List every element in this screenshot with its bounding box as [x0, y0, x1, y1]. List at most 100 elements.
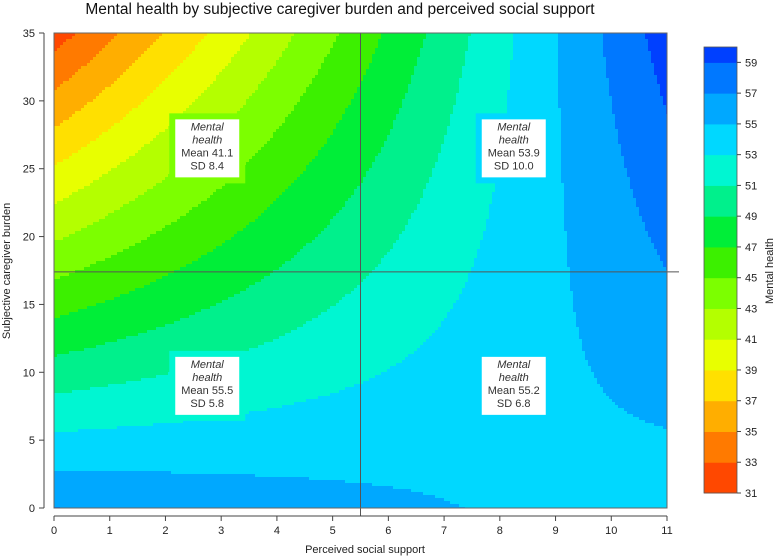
contour-cell — [498, 39, 502, 43]
contour-cell — [510, 102, 514, 106]
contour-cell — [153, 36, 157, 40]
contour-cell — [435, 54, 439, 58]
contour-cell — [126, 57, 130, 61]
contour-cell — [420, 99, 424, 103]
contour-cell — [606, 66, 610, 70]
contour-cell — [216, 45, 220, 49]
contour-cell — [552, 57, 556, 61]
contour-cell — [138, 48, 142, 52]
contour-cell — [591, 102, 595, 106]
contour-cell — [171, 57, 175, 61]
contour-cell — [339, 54, 343, 58]
contour-cell — [543, 90, 547, 94]
contour-cell — [195, 96, 199, 100]
contour-cell — [189, 78, 193, 82]
contour-cell — [582, 54, 586, 58]
contour-cell — [75, 93, 79, 97]
contour-cell — [612, 63, 616, 67]
contour-cell — [435, 45, 439, 49]
contour-cell — [552, 66, 556, 70]
contour-cell — [483, 75, 487, 79]
contour-cell — [627, 99, 631, 103]
contour-cell — [495, 87, 499, 91]
contour-cell — [453, 33, 457, 37]
contour-cell — [390, 36, 394, 40]
contour-cell — [78, 75, 82, 79]
contour-cell — [612, 102, 616, 106]
contour-cell — [117, 102, 121, 106]
contour-cell — [63, 99, 67, 103]
contour-cell — [252, 78, 256, 82]
contour-cell — [369, 54, 373, 58]
contour-cell — [366, 96, 370, 100]
contour-cell — [147, 39, 151, 43]
contour-cell — [474, 78, 478, 82]
contour-cell — [519, 84, 523, 88]
contour-cell — [195, 102, 199, 106]
contour-cell — [540, 75, 544, 79]
contour-cell — [462, 57, 466, 61]
contour-cell — [462, 48, 466, 52]
contour-cell — [240, 36, 244, 40]
contour-cell — [99, 69, 103, 73]
contour-cell — [261, 105, 265, 109]
contour-cell — [81, 42, 85, 46]
contour-cell — [309, 93, 313, 97]
contour-cell — [393, 60, 397, 64]
contour-cell — [576, 102, 580, 106]
contour-cell — [264, 36, 268, 40]
contour-cell — [57, 78, 61, 82]
contour-cell — [576, 81, 580, 85]
contour-cell — [336, 63, 340, 67]
contour-cell — [645, 93, 649, 97]
contour-cell — [390, 96, 394, 100]
contour-cell — [84, 48, 88, 52]
contour-cell — [645, 99, 649, 103]
contour-cell — [381, 54, 385, 58]
contour-cell — [387, 42, 391, 46]
contour-cell — [555, 33, 559, 37]
contour-cell — [81, 99, 85, 103]
contour-cell — [255, 69, 259, 73]
contour-cell — [510, 99, 514, 103]
contour-cell — [525, 57, 529, 61]
contour-cell — [513, 48, 517, 52]
contour-cell — [402, 69, 406, 73]
contour-cell — [300, 84, 304, 88]
contour-cell — [447, 102, 451, 106]
contour-cell — [165, 51, 169, 55]
contour-cell — [306, 90, 310, 94]
contour-cell — [273, 54, 277, 58]
contour-cell — [300, 45, 304, 49]
contour-cell — [177, 105, 181, 109]
contour-cell — [315, 63, 319, 67]
contour-cell — [456, 72, 460, 76]
contour-cell — [60, 54, 64, 58]
contour-cell — [639, 78, 643, 82]
contour-cell — [114, 45, 118, 49]
contour-cell — [501, 45, 505, 49]
contour-cell — [168, 63, 172, 67]
contour-cell — [108, 45, 112, 49]
contour-cell — [531, 102, 535, 106]
contour-cell — [543, 63, 547, 67]
contour-cell — [453, 42, 457, 46]
contour-cell — [381, 45, 385, 49]
contour-cell — [585, 96, 589, 100]
contour-cell — [606, 87, 610, 91]
contour-cell — [633, 51, 637, 55]
contour-cell — [408, 90, 412, 94]
contour-cell — [438, 75, 442, 79]
contour-cell — [582, 48, 586, 52]
contour-cell — [375, 102, 379, 106]
contour-cell — [183, 33, 187, 37]
contour-cell — [579, 72, 583, 76]
contour-cell — [450, 60, 454, 64]
contour-cell — [204, 87, 208, 91]
contour-cell — [372, 51, 376, 55]
contour-cell — [519, 87, 523, 91]
contour-cell — [525, 96, 529, 100]
contour-cell — [453, 60, 457, 64]
contour-cell — [186, 72, 190, 76]
contour-cell — [585, 45, 589, 49]
